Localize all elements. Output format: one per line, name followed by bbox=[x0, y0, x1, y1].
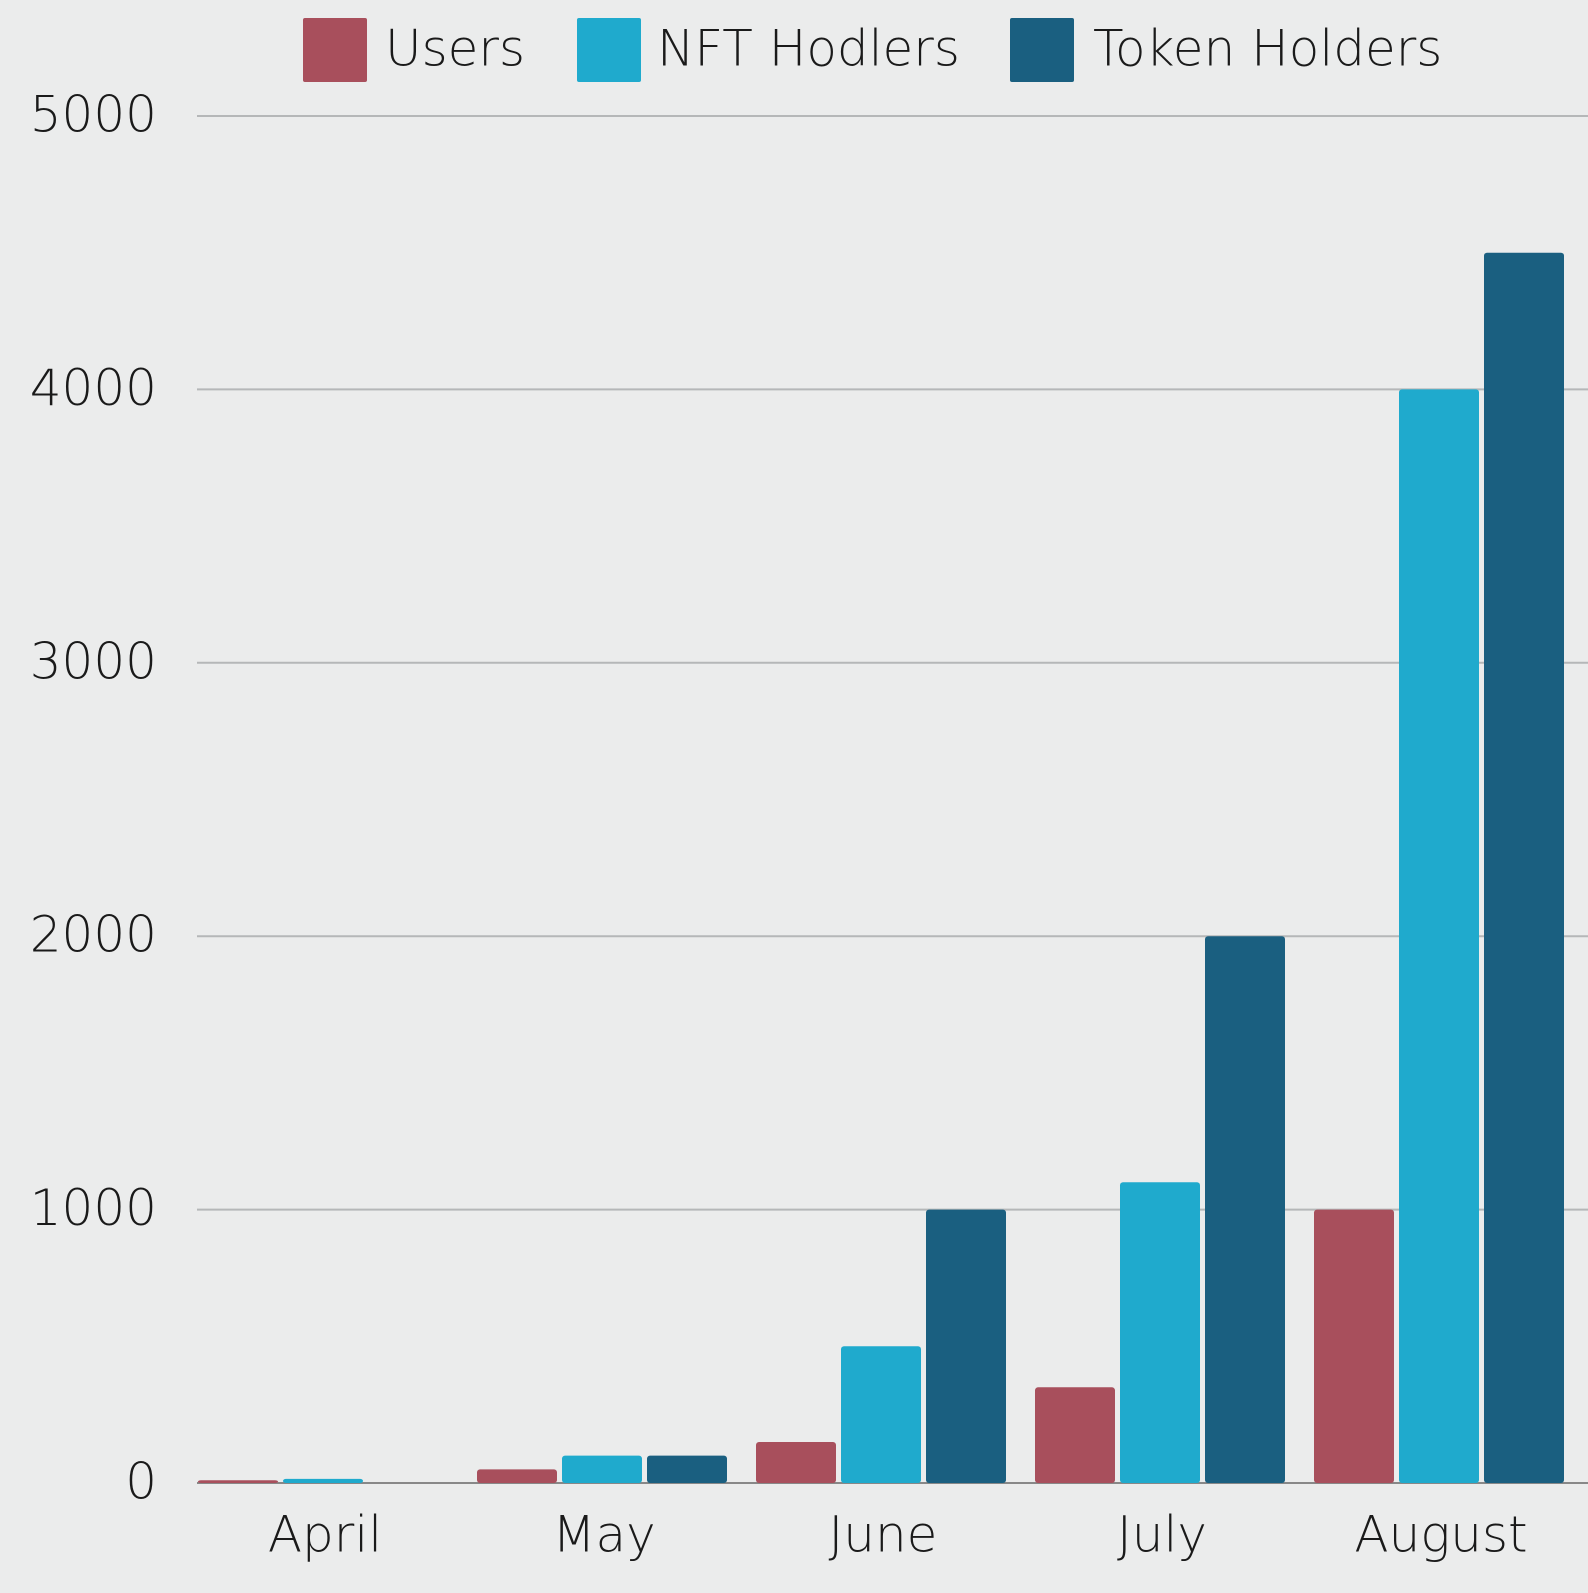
bar bbox=[1399, 389, 1479, 1483]
y-tick-label: 5000 bbox=[30, 86, 157, 144]
x-tick-label: April bbox=[268, 1506, 382, 1564]
x-tick-label: August bbox=[1354, 1506, 1527, 1564]
bar bbox=[756, 1441, 836, 1483]
bar bbox=[1314, 1209, 1394, 1483]
x-tick-label: May bbox=[552, 1506, 655, 1564]
legend-swatch bbox=[1010, 18, 1074, 82]
bar bbox=[283, 1478, 363, 1483]
bar bbox=[1120, 1182, 1200, 1483]
y-tick-label: 0 bbox=[125, 1453, 157, 1511]
y-tick-label: 2000 bbox=[30, 906, 157, 964]
bar bbox=[477, 1469, 557, 1483]
y-tick-label: 4000 bbox=[30, 359, 157, 417]
bar bbox=[562, 1455, 642, 1483]
x-tick-label: June bbox=[829, 1506, 938, 1564]
bar bbox=[1205, 936, 1285, 1483]
y-tick-label: 1000 bbox=[30, 1179, 157, 1237]
legend-label: NFT Hodlers bbox=[657, 20, 960, 78]
bar bbox=[198, 1480, 278, 1483]
x-tick-label: July bbox=[1117, 1506, 1207, 1564]
bar bbox=[841, 1346, 921, 1483]
bar bbox=[1035, 1387, 1115, 1483]
bar bbox=[647, 1455, 727, 1483]
bar bbox=[1484, 252, 1564, 1484]
bar bbox=[926, 1209, 1006, 1483]
y-tick-label: 3000 bbox=[30, 632, 157, 690]
legend-swatch bbox=[303, 18, 367, 82]
legend-label: Token Holders bbox=[1093, 20, 1442, 78]
legend-swatch bbox=[577, 18, 641, 82]
legend-label: Users bbox=[385, 20, 525, 78]
